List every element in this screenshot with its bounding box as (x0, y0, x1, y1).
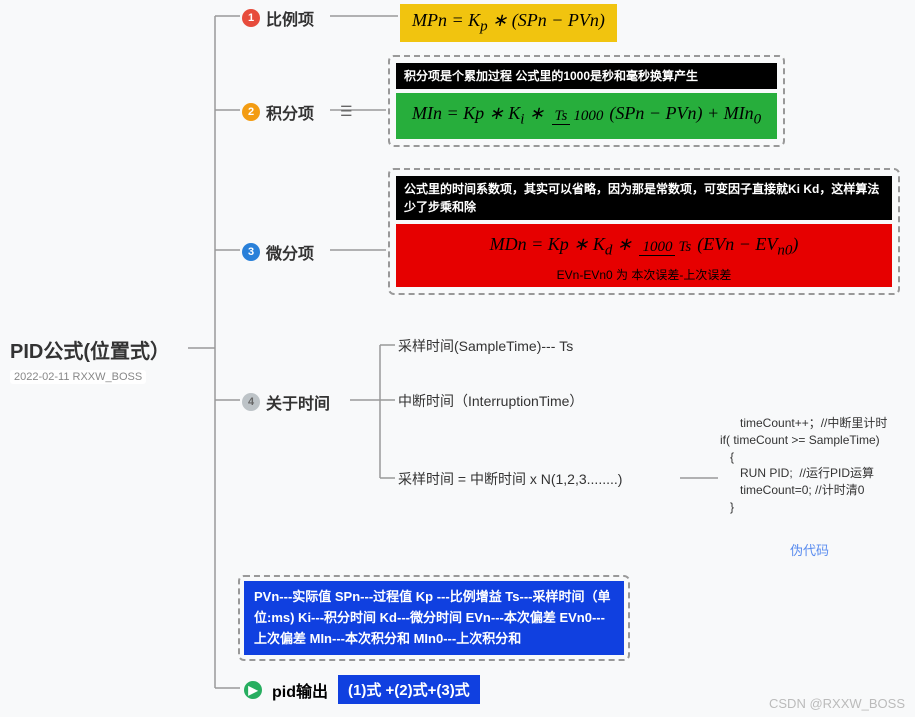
menu-icon: ☰ (340, 103, 354, 120)
integral-wrapper: 积分项是个累加过程 公式里的1000是秒和毫秒换算产生 MIn = Kp ∗ K… (388, 55, 785, 147)
time-sample: 采样时间(SampleTime)--- Ts (398, 336, 573, 356)
badge-2: 2 (242, 103, 260, 121)
pid-icon: ▶ (244, 681, 262, 699)
branch-pid-output: ▶ pid输出 (1)式 +(2)式+(3)式 (244, 675, 480, 704)
badge-4: 4 (242, 393, 260, 411)
note-integral: 积分项是个累加过程 公式里的1000是秒和毫秒换算产生 (396, 63, 777, 89)
formula-integral: MIn = Kp ∗ Ki ∗ Ts1000(SPn − PVn) + MIn0 (396, 93, 777, 139)
root-subtitle: 2022-02-11 RXXW_BOSS (10, 370, 146, 384)
formula-proportional: MPn = Kp ∗ (SPn − PVn) (400, 4, 617, 42)
time-interrupt: 中断时间（InterruptionTime） (398, 391, 583, 411)
note-derivative: 公式里的时间系数项，其实可以省略，因为那是常数项，可变因子直接就Ki Kd，这样… (396, 176, 892, 220)
pid-output-label: pid输出 (272, 678, 328, 702)
formula-derivative-eq: MDn = Kp ∗ Kd ∗ 1000Ts(EVn − EVn0) (412, 234, 876, 260)
formula-derivative: MDn = Kp ∗ Kd ∗ 1000Ts(EVn − EVn0) EVn-E… (396, 224, 892, 287)
label-time: 关于时间 (266, 390, 330, 414)
legend-wrapper: PVn---实际值 SPn---过程值 Kp ---比例增益 Ts---采样时间… (238, 575, 630, 661)
subnote-derivative: EVn-EVn0 为 本次误差-上次误差 (412, 266, 876, 283)
label-derivative: 微分项 (266, 240, 314, 264)
badge-1: 1 (242, 9, 260, 27)
label-integral: 积分项 (266, 100, 314, 124)
root-title: PID公式(位置式） (10, 335, 170, 364)
badge-3: 3 (242, 243, 260, 261)
watermark: CSDN @RXXW_BOSS (769, 696, 905, 711)
branch-time: 4 关于时间 (242, 390, 330, 414)
pid-output-formula: (1)式 +(2)式+(3)式 (338, 675, 480, 704)
label-proportional: 比例项 (266, 6, 314, 30)
pseudocode-label: 伪代码 (790, 540, 829, 559)
branch-derivative: 3 微分项 (242, 240, 314, 264)
legend-box: PVn---实际值 SPn---过程值 Kp ---比例增益 Ts---采样时间… (244, 581, 624, 655)
branch-proportional: 1 比例项 (242, 6, 314, 30)
derivative-wrapper: 公式里的时间系数项，其实可以省略，因为那是常数项，可变因子直接就Ki Kd，这样… (388, 168, 900, 295)
pseudocode: timeCount++；//中断里计时 if( timeCount >= Sam… (720, 415, 887, 516)
branch-integral: 2 积分项 (242, 100, 314, 124)
time-relation: 采样时间 = 中断时间 x N(1,2,3........) (398, 469, 622, 489)
